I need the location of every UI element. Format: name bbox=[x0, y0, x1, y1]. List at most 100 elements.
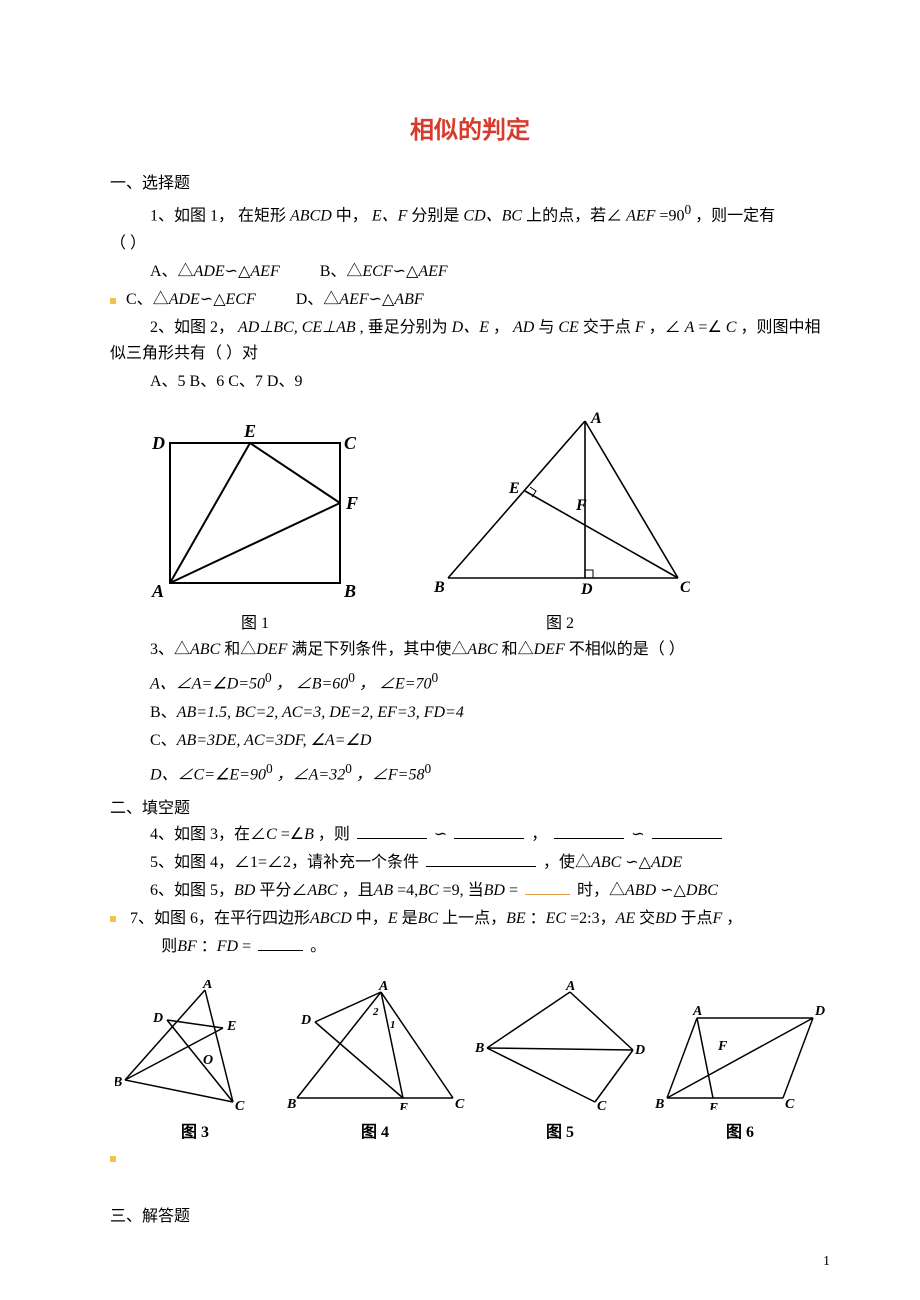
q7-bd: BD bbox=[655, 910, 676, 927]
svg-text:C: C bbox=[235, 1099, 245, 1110]
q6-dbc: DBC bbox=[686, 882, 718, 899]
svg-text:A: A bbox=[378, 980, 388, 994]
q7-l2c: = bbox=[242, 938, 251, 955]
q6-bc: BC bbox=[418, 882, 438, 899]
q1-text: 中， bbox=[336, 207, 368, 224]
q7-colon: ： bbox=[530, 910, 546, 927]
q7-bc: BC bbox=[418, 910, 438, 927]
svg-text:E: E bbox=[508, 480, 520, 497]
svg-text:E: E bbox=[226, 1019, 236, 1034]
q3-optB-pre: B、 bbox=[150, 704, 177, 721]
svg-text:D: D bbox=[152, 1011, 163, 1026]
page: 相似的判定 一、选择题 1、如图 1， 在矩形 ABCD 中， E、F 分别是 … bbox=[0, 0, 920, 1300]
q4-comma: ， bbox=[531, 826, 547, 843]
q7-l2a: 则 bbox=[161, 938, 177, 955]
q3-optB: B、AB=1.5, BC=2, AC=3, DE=2, EF=3, FD=4 bbox=[110, 700, 830, 726]
q7-ae: AE bbox=[616, 910, 636, 927]
svg-text:C: C bbox=[785, 1097, 795, 1110]
figure-3-cell: ABCDEO 图 3 bbox=[115, 980, 275, 1142]
q1-text: 分别是 bbox=[411, 207, 459, 224]
svg-text:B: B bbox=[475, 1041, 484, 1056]
q5-abc: ABC bbox=[591, 854, 621, 871]
svg-text:B: B bbox=[286, 1097, 296, 1110]
q7-f: F bbox=[712, 910, 722, 927]
q2-ce: CE bbox=[558, 319, 578, 336]
q7-fd: FD bbox=[217, 938, 238, 955]
q1-optA-t2: AEF bbox=[250, 263, 279, 280]
q5: 5、如图 4，∠1=∠2，请补充一个条件 ，使△ABC ∽△ADE bbox=[110, 850, 830, 876]
q4: 4、如图 3，在∠C =∠B ，则 ∽ ， ∽ bbox=[110, 822, 830, 848]
blank[interactable] bbox=[454, 822, 524, 839]
figure-4: ABCDE12 bbox=[285, 980, 465, 1110]
blank[interactable] bbox=[652, 822, 722, 839]
q3-optD: D、∠C=∠E=900 ，∠A=320 ，∠F=580 bbox=[110, 756, 830, 788]
blank[interactable] bbox=[554, 822, 624, 839]
page-number: 1 bbox=[823, 1254, 830, 1270]
svg-text:B: B bbox=[115, 1075, 122, 1090]
q1-optC-t2: ECF bbox=[226, 291, 256, 308]
sup0: 0 bbox=[432, 670, 439, 685]
q1-row-ab: A、△ADE∽△AEF B、△ECF∽△AEF bbox=[110, 259, 830, 285]
figure-5: ABDC bbox=[475, 980, 645, 1110]
q2-text: ， bbox=[493, 319, 509, 336]
q6-eq: = bbox=[509, 882, 518, 899]
section-3-head: 三、解答题 bbox=[110, 1202, 830, 1226]
q4-pre: 4、如图 3，在∠ bbox=[150, 826, 266, 843]
blank[interactable] bbox=[357, 822, 427, 839]
q7-l2d: 。 bbox=[310, 938, 326, 955]
blank[interactable] bbox=[525, 878, 570, 895]
q1-optA-t1: ADE bbox=[194, 263, 225, 280]
q6-mid: 平分∠ bbox=[259, 882, 307, 899]
marker-dot bbox=[110, 916, 116, 922]
q1-aef: AEF bbox=[626, 207, 655, 224]
section-1-head: 一、选择题 bbox=[110, 169, 830, 193]
q6-bd2: BD bbox=[484, 882, 505, 899]
figure-row-1-2: DECFAB 图 1 ABCDEF 图 2 bbox=[140, 403, 830, 633]
q1-optC-pre: C、△ bbox=[126, 291, 169, 308]
q6-mid: =4, bbox=[397, 882, 418, 899]
q1-optA-mid: ∽△ bbox=[225, 263, 251, 280]
q3-text: 和△ bbox=[502, 641, 534, 658]
q7-be: BE bbox=[506, 910, 526, 927]
blank[interactable] bbox=[426, 850, 536, 867]
figure-6: ADBCEF bbox=[655, 1000, 825, 1110]
svg-text:E: E bbox=[243, 423, 256, 441]
svg-text:2: 2 bbox=[372, 1006, 379, 1018]
blank[interactable] bbox=[258, 934, 303, 951]
q3-abc: ABC bbox=[190, 641, 220, 658]
q2-opts: A、5 B、6 C、7 D、9 bbox=[110, 369, 830, 395]
figure-6-cell: ADBCEF 图 6 bbox=[655, 1000, 825, 1142]
svg-text:F: F bbox=[717, 1039, 728, 1054]
q1-text: 上的点，若∠ bbox=[526, 207, 622, 224]
q7-e: E bbox=[388, 910, 398, 927]
svg-text:C: C bbox=[455, 1097, 465, 1110]
q3-optD-3: ，∠F=58 bbox=[356, 766, 425, 783]
q4-sim: ∽ bbox=[434, 826, 447, 843]
q6-pre: 6、如图 5， bbox=[150, 882, 234, 899]
marker-dot bbox=[110, 1156, 116, 1162]
q1-stem: 1、如图 1， 在矩形 ABCD 中， E、F 分别是 CD、BC 上的点，若∠… bbox=[110, 197, 830, 229]
q7-ratio: =2:3， bbox=[570, 910, 615, 927]
sup0: 0 bbox=[345, 761, 352, 776]
sup0: 0 bbox=[424, 761, 431, 776]
q1-optB-t2: AEF bbox=[418, 263, 447, 280]
q1-optD-t2: ABF bbox=[394, 291, 423, 308]
page-title: 相似的判定 bbox=[110, 110, 830, 145]
figure-3: ABCDEO bbox=[115, 980, 275, 1110]
svg-text:A: A bbox=[590, 410, 602, 427]
figure-5-caption: 图 5 bbox=[546, 1118, 574, 1142]
q1-optC-mid: ∽△ bbox=[200, 291, 226, 308]
q3-optA: A、∠A=∠D=500 ， ∠B=600 ， ∠E=700 bbox=[110, 665, 830, 697]
svg-text:B: B bbox=[655, 1097, 664, 1110]
q4-c: C bbox=[266, 826, 277, 843]
q1-optC-t1: ADE bbox=[169, 291, 200, 308]
q2-eq: =∠ bbox=[698, 319, 721, 336]
q7-mid: 中， bbox=[356, 910, 388, 927]
section-2-head: 二、填空题 bbox=[110, 794, 830, 818]
q3-optD-1: D、∠C=∠E=90 bbox=[150, 766, 266, 783]
figure-5-cell: ABDC 图 5 bbox=[475, 980, 645, 1142]
q3-text: 3、△ bbox=[150, 641, 190, 658]
q4-sim2: ∽ bbox=[631, 826, 644, 843]
figure-2-cell: ABCDEF 图 2 bbox=[430, 403, 690, 633]
q7-abcd: ABCD bbox=[310, 910, 352, 927]
